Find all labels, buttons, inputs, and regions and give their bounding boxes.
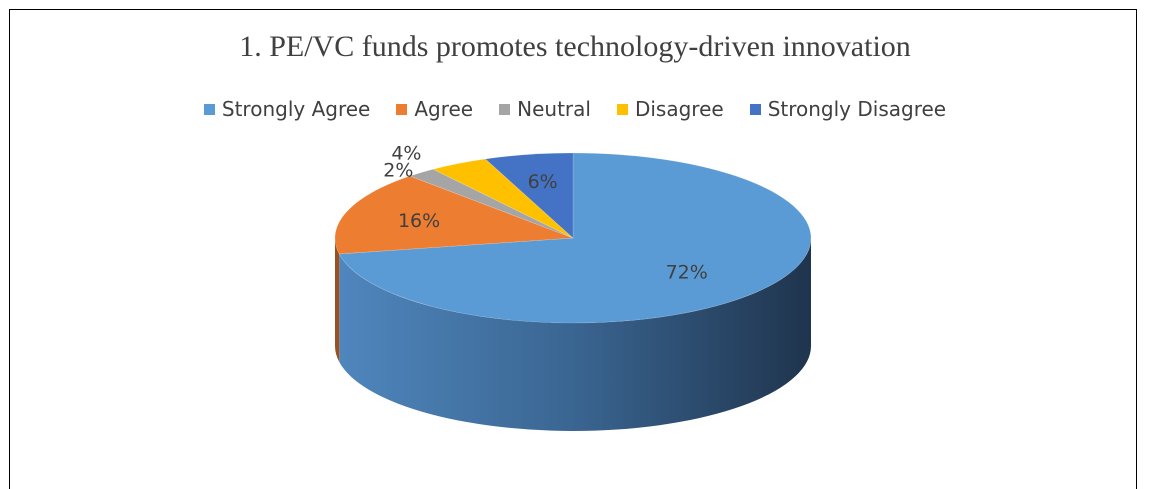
data-label-disagree: 4% xyxy=(391,143,421,165)
legend-label: Strongly Disagree xyxy=(767,97,947,121)
legend-label: Neutral xyxy=(517,97,591,121)
legend-swatch xyxy=(616,103,628,115)
pie-labels-group: 72% 16% 2%4% 6% xyxy=(383,143,708,284)
data-label-agree: 16% xyxy=(398,210,440,232)
pie-slice-strongly-agree xyxy=(338,152,812,324)
legend-swatch xyxy=(749,103,761,115)
chart-legend: Strongly Agree Agree Neutral Disagree St… xyxy=(0,97,1150,121)
pie-slice-disagree xyxy=(432,158,574,239)
chart-title: 1. PE/VC funds promotes technology-drive… xyxy=(239,30,911,63)
pie-slice-strongly-disagree xyxy=(484,152,574,239)
data-label-strongly-agree: 72% xyxy=(666,262,708,284)
pie-slice-neutral xyxy=(409,168,574,239)
legend-item-strongly-disagree: Strongly Disagree xyxy=(749,97,947,121)
legend-label: Strongly Agree xyxy=(221,97,371,121)
legend-item-disagree: Disagree xyxy=(616,97,724,121)
legend-label: Disagree xyxy=(634,97,724,121)
legend-label: Agree xyxy=(414,97,474,121)
legend-item-strongly-agree: Strongly Agree xyxy=(203,97,371,121)
pie-side-strongly-agree xyxy=(339,238,812,432)
pie-top-group xyxy=(334,152,812,324)
legend-swatch xyxy=(203,103,215,115)
legend-swatch xyxy=(499,103,511,115)
data-label-strongly-disagree: 6% xyxy=(528,171,558,193)
pie-slice-agree xyxy=(334,175,574,255)
legend-swatch xyxy=(396,103,408,115)
chart-frame xyxy=(9,9,1137,489)
legend-item-neutral: Neutral xyxy=(499,97,591,121)
pie-side-agree xyxy=(335,238,340,362)
pie-side-group xyxy=(335,238,812,432)
data-label-neutral: 2% xyxy=(383,160,413,182)
legend-item-agree: Agree xyxy=(396,97,473,121)
